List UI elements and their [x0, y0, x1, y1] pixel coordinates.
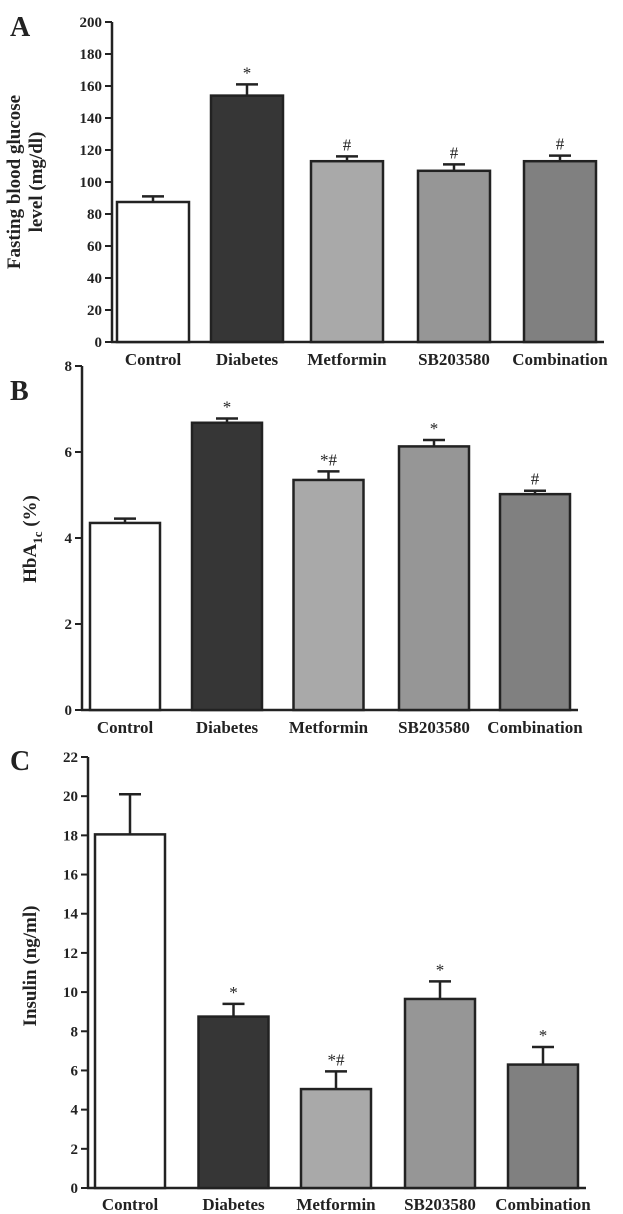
- bar-sb203580: [397, 445, 471, 712]
- y-tick-label: 200: [80, 15, 103, 31]
- bar-control: [115, 200, 191, 344]
- bar-sb203580: [403, 997, 477, 1190]
- y-tick-label: 4: [71, 1103, 79, 1119]
- category-label: Metformin: [307, 350, 387, 369]
- y-tick-label: 20: [63, 789, 78, 805]
- y-axis-label: level (mg/dl): [26, 132, 47, 233]
- y-tick-label: 14: [63, 907, 79, 923]
- y-tick-label: 100: [80, 175, 103, 191]
- significance-mark: #: [343, 135, 352, 154]
- category-label: Combination: [487, 718, 583, 737]
- significance-mark: *: [436, 960, 445, 979]
- y-tick-label: 40: [87, 271, 102, 287]
- y-tick-label: 2: [71, 1142, 79, 1158]
- bar-combination: [522, 159, 598, 344]
- panel-a: A 0 20 40 60 80 100 120 140 160 180 200 Control * Dia…: [4, 12, 608, 369]
- bar-diabetes: [209, 94, 285, 344]
- y-tick-label: 4: [65, 531, 73, 547]
- significance-mark: *: [430, 419, 439, 438]
- y-tick-label: 180: [80, 47, 103, 63]
- y-tick-label: 10: [63, 985, 78, 1001]
- panel-c-letter: C: [10, 746, 30, 777]
- category-label: Diabetes: [216, 350, 279, 369]
- y-axis-label: Insulin (ng/ml): [20, 906, 41, 1027]
- y-tick-label: 6: [71, 1063, 79, 1079]
- bar-control: [93, 833, 167, 1190]
- y-tick-label: 60: [87, 239, 102, 255]
- significance-mark: #: [531, 470, 540, 489]
- bar-diabetes: [197, 1015, 270, 1190]
- y-tick-label: 0: [95, 335, 103, 351]
- y-axis-label-unit: (%): [20, 495, 41, 531]
- bar-control: [88, 521, 162, 712]
- significance-mark: *: [223, 397, 232, 416]
- significance-mark: *#: [328, 1050, 346, 1069]
- category-label: Metformin: [289, 718, 369, 737]
- y-tick-label: 0: [71, 1181, 79, 1197]
- category-label: SB203580: [398, 718, 470, 737]
- y-tick-label: 16: [63, 868, 79, 884]
- y-tick-label: 20: [87, 303, 102, 319]
- y-tick-label: 8: [71, 1024, 79, 1040]
- category-label: SB203580: [404, 1195, 476, 1214]
- bar-sb203580: [416, 169, 492, 344]
- y-axis-label: Fasting blood glucose: [4, 95, 25, 269]
- significance-mark: *: [243, 63, 252, 82]
- panel-b: B 0 2 4 6 8 Control * Diabetes *# Metformin * SB203…: [10, 359, 583, 737]
- category-label: Combination: [512, 350, 608, 369]
- category-label: Diabetes: [196, 718, 259, 737]
- y-axis-label-subscript: 1c: [30, 531, 45, 544]
- bar-metformin: [292, 478, 365, 712]
- category-label: Diabetes: [202, 1195, 265, 1214]
- panel-c: C 0 2 4 6 8 10 12 14 16 18 20 22 Control * Diabetes *# M…: [10, 746, 591, 1214]
- significance-mark: #: [556, 135, 565, 154]
- y-tick-label: 6: [65, 445, 73, 461]
- category-label: Combination: [495, 1195, 591, 1214]
- panel-b-letter: B: [10, 376, 29, 407]
- y-tick-label: 22: [63, 750, 78, 766]
- y-axis-label-group: HbA1c (%): [20, 495, 45, 583]
- category-label: SB203580: [418, 350, 490, 369]
- category-label: Control: [125, 350, 182, 369]
- bar-combination: [506, 1063, 580, 1190]
- y-tick-label: 80: [87, 207, 102, 223]
- y-tick-label: 120: [80, 143, 103, 159]
- category-label: Control: [97, 718, 154, 737]
- category-label: Metformin: [296, 1195, 376, 1214]
- y-axis-label: HbA1c (%): [20, 495, 45, 583]
- significance-mark: *#: [320, 450, 338, 469]
- y-tick-label: 0: [65, 703, 73, 719]
- significance-mark: *: [229, 983, 238, 1002]
- y-axis-label-main: HbA: [20, 544, 41, 583]
- y-tick-label: 18: [63, 828, 78, 844]
- y-tick-label: 8: [65, 359, 73, 375]
- bar-diabetes: [190, 421, 264, 712]
- panel-a-letter: A: [10, 12, 31, 43]
- y-tick-label: 12: [63, 946, 78, 962]
- y-tick-label: 160: [80, 79, 103, 95]
- bar-metformin: [299, 1087, 373, 1190]
- y-axis-label-group: Fasting blood glucose level (mg/dl): [4, 95, 47, 269]
- bar-combination: [498, 492, 572, 712]
- y-tick-label: 2: [65, 617, 73, 633]
- y-tick-label: 140: [80, 111, 103, 127]
- significance-mark: #: [450, 143, 459, 162]
- category-label: Control: [102, 1195, 159, 1214]
- significance-mark: *: [539, 1026, 548, 1045]
- bar-metformin: [309, 159, 385, 344]
- y-axis-label-group: Insulin (ng/ml): [20, 906, 41, 1027]
